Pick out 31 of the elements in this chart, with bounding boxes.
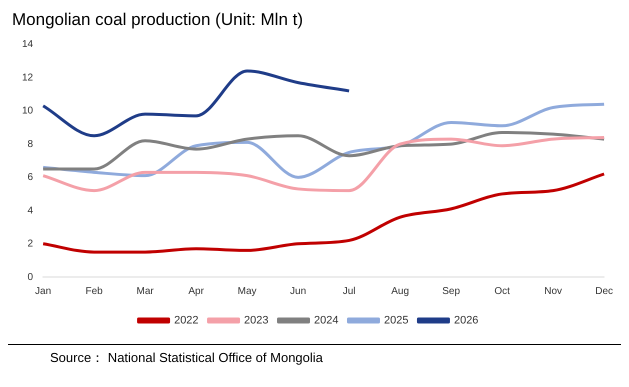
legend-label: 2022 [174,314,199,327]
x-tick-label: Mar [136,286,154,297]
line-series [42,136,606,192]
x-tick-label: May [238,286,257,297]
legend-label: 2024 [314,314,338,327]
x-tick-label: Sep [442,286,460,297]
x-tick-label: Aug [391,286,410,297]
y-tick-label: 4 [28,205,34,216]
chart-title: Mongolian coal production (Unit: Mln t) [12,10,304,29]
y-tick-label: 6 [28,172,34,184]
y-tick-label: 12 [22,72,34,84]
x-tick-label: Feb [86,286,104,297]
legend-label: 2023 [244,314,269,327]
x-tick-label: Jul [342,286,356,297]
line-series [42,172,606,254]
x-tick-label: Nov [544,286,562,297]
y-tick-label: 8 [28,138,34,150]
y-tick-label: 10 [22,106,34,117]
line-series [42,130,606,171]
legend-label: 2025 [384,314,408,327]
y-tick-label: 0 [28,272,34,283]
line-series [42,69,351,138]
x-tick-label: Apr [188,286,205,297]
x-tick-label: Dec [595,286,614,297]
y-tick-label: 14 [22,39,34,50]
x-tick-label: Jun [290,286,306,297]
x-tick-label: Jan [35,286,52,297]
source-note: Source： National Statistical Office of Mongolia [50,349,324,367]
x-tick-label: Oct [494,286,510,297]
y-tick-label: 2 [28,238,34,250]
legend-label: 2026 [454,314,478,327]
